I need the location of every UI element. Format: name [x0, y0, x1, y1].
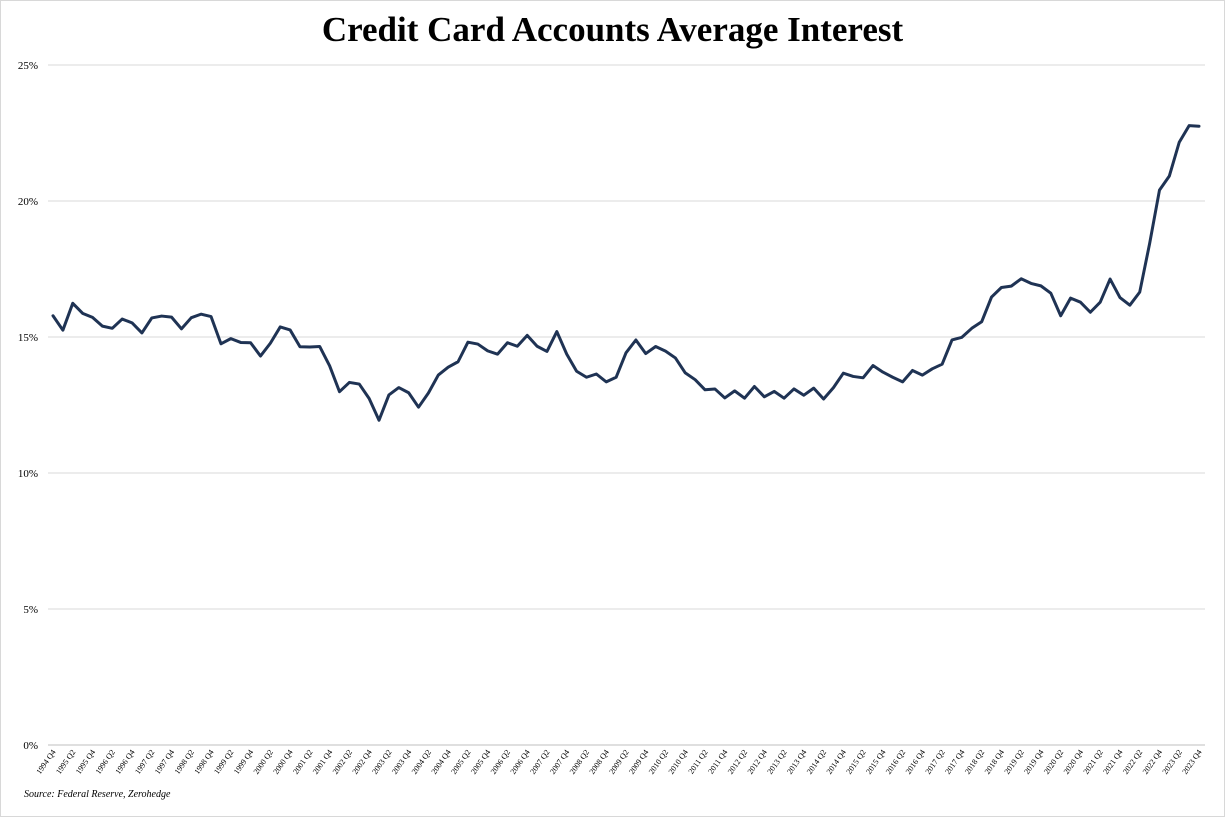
interest-rate-line: [51, 124, 1201, 422]
y-tick-label: 15%: [18, 332, 38, 344]
y-tick-label: 0%: [23, 740, 38, 752]
y-tick-label: 5%: [23, 604, 38, 616]
series-line: [51, 124, 1201, 422]
y-tick-label: 20%: [18, 196, 38, 208]
y-axis-labels: 0% 5% 10% 15% 20% 25%: [18, 60, 38, 752]
x-tick-label: 2010 Q4: [667, 748, 690, 776]
x-tick-label: 2023 Q4: [1180, 748, 1203, 776]
chart-title: Credit Card Accounts Average Interest: [321, 10, 904, 49]
source-note: Source: Federal Reserve, Zerohedge: [24, 789, 171, 800]
y-tick-label: 10%: [18, 468, 38, 480]
y-tick-label: 25%: [18, 60, 38, 72]
gridlines: [48, 64, 1205, 746]
